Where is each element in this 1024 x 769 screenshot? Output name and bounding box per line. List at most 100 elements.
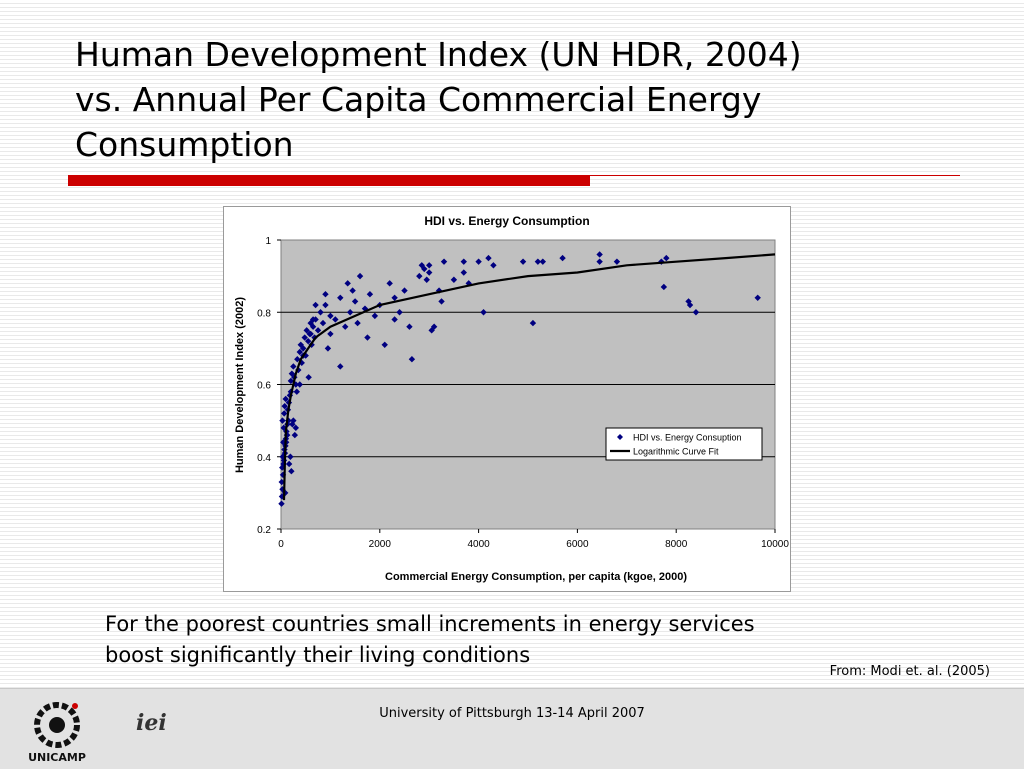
title-underline-rule xyxy=(590,175,960,176)
x-tick-label: 4000 xyxy=(467,539,490,550)
data-point xyxy=(294,356,301,363)
data-point xyxy=(406,323,413,330)
data-point xyxy=(480,309,487,316)
data-point xyxy=(327,312,334,320)
scatter-chart: HDI vs. Energy Consumption0.20.40.60.810… xyxy=(234,214,789,583)
data-point xyxy=(401,287,408,294)
data-point xyxy=(317,309,324,316)
data-point xyxy=(305,374,312,381)
data-point xyxy=(327,330,334,338)
data-point xyxy=(279,453,286,460)
data-point xyxy=(371,312,379,320)
legend-label: HDI vs. Energy Consuption xyxy=(633,433,742,443)
iei-logo: iei xyxy=(136,710,167,735)
data-point xyxy=(344,280,351,287)
data-point xyxy=(287,453,294,460)
data-point xyxy=(287,377,295,385)
data-point xyxy=(332,316,339,323)
caption-line: For the poorest countries small incremen… xyxy=(105,612,755,636)
iei-logo-text: iei xyxy=(136,710,167,735)
data-point xyxy=(296,381,303,388)
x-tick-label: 0 xyxy=(278,539,284,550)
data-point xyxy=(450,276,458,283)
data-point xyxy=(322,290,329,298)
data-point xyxy=(301,334,308,341)
legend-box xyxy=(605,427,763,461)
data-point xyxy=(337,294,344,301)
data-point xyxy=(490,262,497,269)
data-point xyxy=(300,345,307,352)
chart-title: HDI vs. Energy Consumption xyxy=(424,214,589,228)
x-tick-label: 8000 xyxy=(665,539,688,550)
data-point xyxy=(337,363,344,370)
data-point xyxy=(386,280,393,287)
unicamp-logo: UNICAMP xyxy=(28,702,86,764)
data-point xyxy=(418,262,425,269)
x-tick-label: 2000 xyxy=(369,539,392,550)
data-point xyxy=(356,272,364,280)
data-point xyxy=(366,290,374,298)
data-point xyxy=(288,468,295,475)
footer-text: University of Pittsburgh 13-14 April 200… xyxy=(379,706,645,721)
y-tick-label: 0.8 xyxy=(257,308,271,319)
data-point xyxy=(460,269,467,276)
data-point xyxy=(309,316,317,323)
data-point xyxy=(440,258,448,265)
unicamp-logo-text: UNICAMP xyxy=(28,751,86,764)
data-point xyxy=(475,258,482,265)
data-point xyxy=(686,301,694,309)
data-point xyxy=(303,327,310,334)
data-point xyxy=(754,294,761,301)
data-point xyxy=(279,417,286,424)
y-tick-label: 1 xyxy=(265,236,271,247)
data-point xyxy=(290,417,297,424)
data-point xyxy=(596,258,603,265)
footer-bar: UNICAMP iei University of Pittsburgh 13-… xyxy=(0,688,1024,769)
data-point xyxy=(278,500,285,507)
legend-marker-scatter xyxy=(617,434,623,440)
caption: For the poorest countries small incremen… xyxy=(105,609,925,671)
data-point xyxy=(396,309,403,316)
title-underline-bar xyxy=(68,175,590,186)
source-citation: From: Modi et. al. (2005) xyxy=(829,664,990,679)
curve-fit-line xyxy=(282,253,776,501)
data-point xyxy=(349,287,356,294)
slide-title: Human Development Index (UN HDR, 2004) v… xyxy=(75,32,975,167)
data-point xyxy=(354,319,361,327)
slide-title-line: Human Development Index (UN HDR, 2004) xyxy=(75,35,802,74)
x-axis-label: Commercial Energy Consumption, per capit… xyxy=(385,571,687,583)
data-point xyxy=(660,283,668,291)
data-point xyxy=(281,402,288,410)
data-point xyxy=(534,258,542,265)
slide-title-line: Consumption xyxy=(75,125,294,164)
data-point xyxy=(438,298,445,305)
data-point xyxy=(285,417,292,424)
data-point xyxy=(428,327,435,334)
data-point xyxy=(285,460,293,468)
data-point xyxy=(324,345,332,352)
y-tick-label: 0.2 xyxy=(257,525,271,536)
data-point xyxy=(290,363,297,370)
x-tick-label: 10000 xyxy=(761,539,789,550)
data-point xyxy=(296,348,303,356)
data-point xyxy=(364,334,371,341)
data-point xyxy=(319,319,327,327)
data-point xyxy=(391,294,398,301)
caption-line: boost significantly their living conditi… xyxy=(105,643,531,667)
legend-label: Logarithmic Curve Fit xyxy=(633,447,719,457)
data-point xyxy=(293,388,301,395)
chart-frame: HDI vs. Energy Consumption 0.2 0.4 0.6 0.8 1 0… xyxy=(223,206,791,592)
data-point xyxy=(416,272,423,280)
data-point xyxy=(292,381,300,388)
data-point xyxy=(309,323,317,330)
data-point xyxy=(346,309,354,316)
data-point xyxy=(282,395,289,403)
y-tick-label: 0.6 xyxy=(257,381,271,392)
data-point xyxy=(342,323,349,330)
data-point xyxy=(391,316,398,323)
data-point xyxy=(381,341,388,348)
data-point xyxy=(426,262,433,269)
data-point xyxy=(426,269,433,276)
data-point xyxy=(304,337,312,345)
data-point xyxy=(292,424,300,432)
